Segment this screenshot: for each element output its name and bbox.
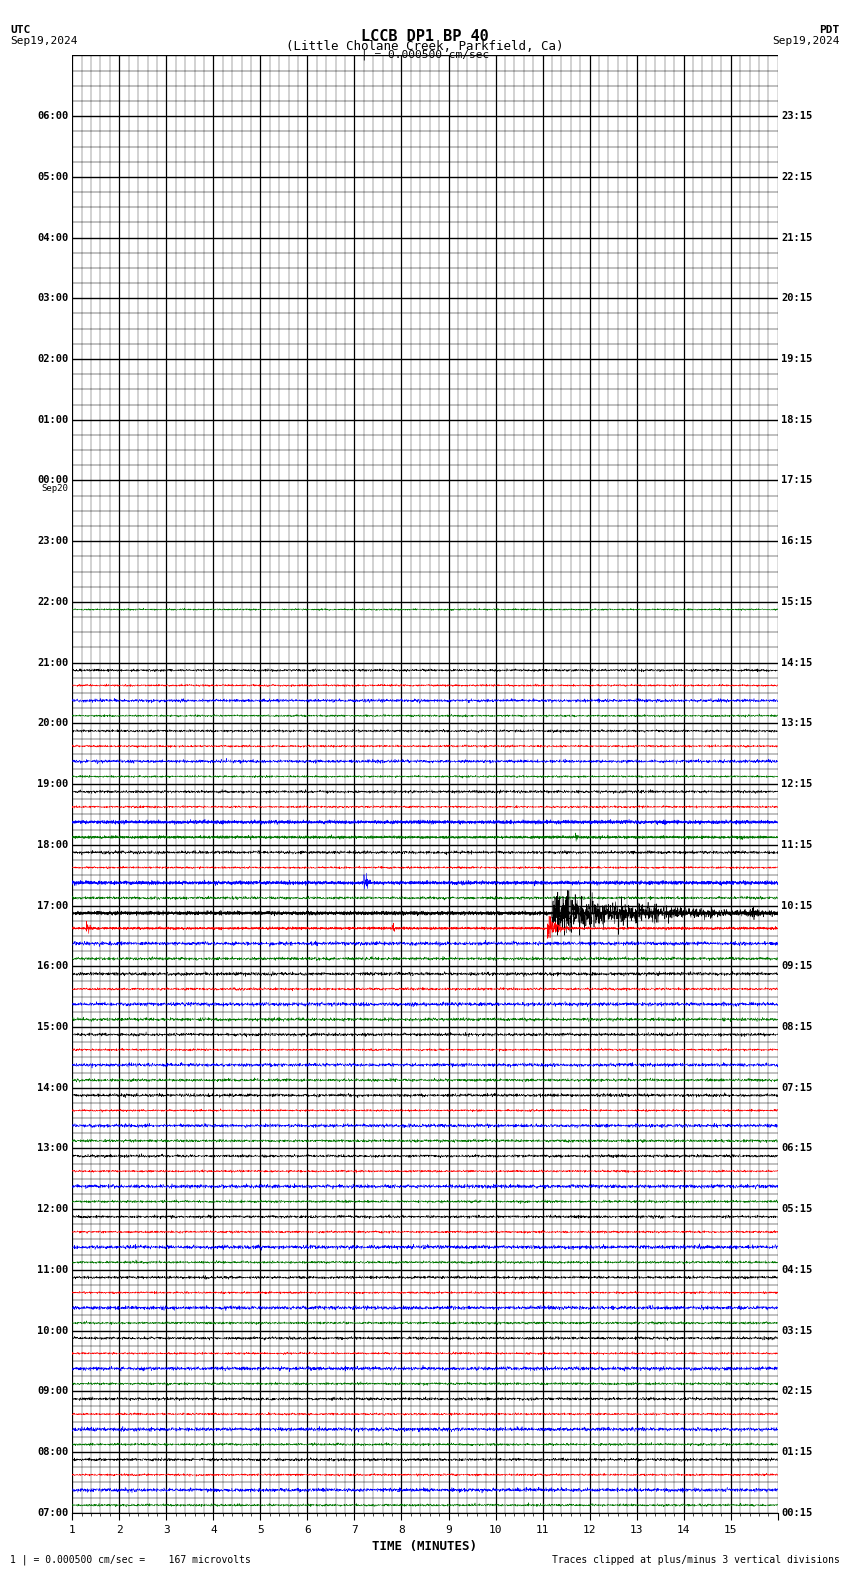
Text: Sep20: Sep20 bbox=[42, 483, 69, 493]
Text: LCCB DP1 BP 40: LCCB DP1 BP 40 bbox=[361, 29, 489, 43]
Text: Sep19,2024: Sep19,2024 bbox=[773, 36, 840, 46]
Text: 07:00: 07:00 bbox=[37, 1508, 69, 1517]
Text: 22:00: 22:00 bbox=[37, 597, 69, 607]
Text: 04:00: 04:00 bbox=[37, 233, 69, 242]
Text: 21:00: 21:00 bbox=[37, 657, 69, 667]
Text: 04:15: 04:15 bbox=[781, 1266, 813, 1275]
Text: 11:00: 11:00 bbox=[37, 1266, 69, 1275]
Text: Sep19,2024: Sep19,2024 bbox=[10, 36, 77, 46]
Text: 23:00: 23:00 bbox=[37, 537, 69, 546]
Text: 19:15: 19:15 bbox=[781, 355, 813, 364]
Text: 05:00: 05:00 bbox=[37, 173, 69, 182]
Text: 02:00: 02:00 bbox=[37, 355, 69, 364]
Text: 21:15: 21:15 bbox=[781, 233, 813, 242]
Text: 17:15: 17:15 bbox=[781, 475, 813, 485]
Text: 14:15: 14:15 bbox=[781, 657, 813, 667]
Text: 14:00: 14:00 bbox=[37, 1083, 69, 1093]
Text: 01:15: 01:15 bbox=[781, 1448, 813, 1457]
Text: 12:00: 12:00 bbox=[37, 1204, 69, 1213]
Text: 07:15: 07:15 bbox=[781, 1083, 813, 1093]
Text: 09:00: 09:00 bbox=[37, 1386, 69, 1396]
Text: 10:15: 10:15 bbox=[781, 901, 813, 911]
Text: 03:00: 03:00 bbox=[37, 293, 69, 303]
X-axis label: TIME (MINUTES): TIME (MINUTES) bbox=[372, 1540, 478, 1552]
Text: 20:15: 20:15 bbox=[781, 293, 813, 303]
Text: 22:15: 22:15 bbox=[781, 173, 813, 182]
Text: 18:15: 18:15 bbox=[781, 415, 813, 425]
Text: Traces clipped at plus/minus 3 vertical divisions: Traces clipped at plus/minus 3 vertical … bbox=[552, 1555, 840, 1565]
Text: 10:00: 10:00 bbox=[37, 1326, 69, 1335]
Text: (Little Cholane Creek, Parkfield, Ca): (Little Cholane Creek, Parkfield, Ca) bbox=[286, 40, 564, 52]
Text: 08:15: 08:15 bbox=[781, 1022, 813, 1031]
Text: 19:00: 19:00 bbox=[37, 779, 69, 789]
Text: UTC: UTC bbox=[10, 25, 31, 35]
Text: 03:15: 03:15 bbox=[781, 1326, 813, 1335]
Text: 13:15: 13:15 bbox=[781, 719, 813, 729]
Text: 08:00: 08:00 bbox=[37, 1448, 69, 1457]
Text: 06:00: 06:00 bbox=[37, 111, 69, 120]
Text: 13:00: 13:00 bbox=[37, 1144, 69, 1153]
Text: 12:15: 12:15 bbox=[781, 779, 813, 789]
Text: 11:15: 11:15 bbox=[781, 840, 813, 849]
Text: 00:15: 00:15 bbox=[781, 1508, 813, 1517]
Text: 15:00: 15:00 bbox=[37, 1022, 69, 1031]
Text: 23:15: 23:15 bbox=[781, 111, 813, 120]
Text: 20:00: 20:00 bbox=[37, 719, 69, 729]
Text: 05:15: 05:15 bbox=[781, 1204, 813, 1213]
Text: 1 | = 0.000500 cm/sec =    167 microvolts: 1 | = 0.000500 cm/sec = 167 microvolts bbox=[10, 1554, 251, 1565]
Text: 15:15: 15:15 bbox=[781, 597, 813, 607]
Text: 00:00: 00:00 bbox=[37, 475, 69, 485]
Text: PDT: PDT bbox=[819, 25, 840, 35]
Text: 16:15: 16:15 bbox=[781, 537, 813, 546]
Text: 16:00: 16:00 bbox=[37, 961, 69, 971]
Text: 09:15: 09:15 bbox=[781, 961, 813, 971]
Text: | = 0.000500 cm/sec: | = 0.000500 cm/sec bbox=[361, 49, 489, 60]
Text: 01:00: 01:00 bbox=[37, 415, 69, 425]
Text: 06:15: 06:15 bbox=[781, 1144, 813, 1153]
Text: 02:15: 02:15 bbox=[781, 1386, 813, 1396]
Text: 17:00: 17:00 bbox=[37, 901, 69, 911]
Text: 18:00: 18:00 bbox=[37, 840, 69, 849]
